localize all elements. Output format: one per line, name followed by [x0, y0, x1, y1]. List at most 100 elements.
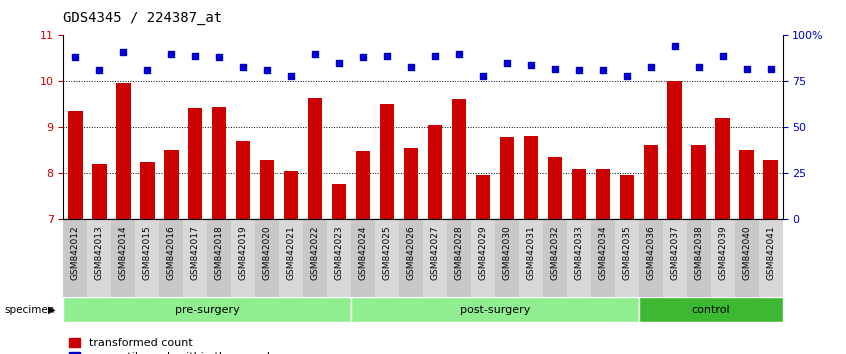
- Bar: [112, 219, 135, 297]
- Point: [212, 55, 226, 60]
- Bar: [572, 169, 586, 219]
- Text: GSM842031: GSM842031: [526, 226, 536, 280]
- Bar: [332, 184, 346, 219]
- Bar: [452, 99, 466, 219]
- Bar: [375, 219, 399, 297]
- Bar: [759, 219, 783, 297]
- Text: ▶: ▶: [47, 305, 55, 315]
- Bar: [639, 219, 662, 297]
- Point: [620, 73, 634, 79]
- Bar: [711, 219, 734, 297]
- Text: GSM842014: GSM842014: [119, 226, 128, 280]
- Point: [452, 51, 465, 57]
- Text: GSM842027: GSM842027: [431, 226, 439, 280]
- Text: post-surgery: post-surgery: [459, 305, 530, 315]
- Point: [404, 64, 418, 69]
- Text: GSM842032: GSM842032: [551, 226, 559, 280]
- Bar: [716, 118, 730, 219]
- Text: GSM842041: GSM842041: [766, 226, 775, 280]
- Point: [380, 53, 393, 58]
- Bar: [351, 219, 375, 297]
- Point: [308, 51, 321, 57]
- Text: GSM842038: GSM842038: [695, 226, 703, 280]
- Text: GSM842033: GSM842033: [574, 226, 583, 280]
- Point: [92, 68, 106, 73]
- Text: GSM842025: GSM842025: [382, 226, 392, 280]
- Point: [356, 55, 370, 60]
- Text: specimen: specimen: [4, 305, 55, 315]
- Bar: [428, 125, 442, 219]
- Bar: [63, 297, 351, 322]
- Text: GSM842029: GSM842029: [479, 226, 487, 280]
- Text: GSM842036: GSM842036: [646, 226, 655, 280]
- Bar: [567, 219, 591, 297]
- Bar: [423, 219, 447, 297]
- Point: [476, 73, 490, 79]
- Point: [667, 44, 681, 49]
- Bar: [404, 148, 418, 219]
- Text: GSM842039: GSM842039: [718, 226, 727, 280]
- Bar: [475, 175, 490, 219]
- Point: [236, 64, 250, 69]
- Bar: [447, 219, 471, 297]
- Bar: [519, 219, 543, 297]
- Bar: [687, 219, 711, 297]
- Point: [117, 49, 130, 55]
- Bar: [116, 83, 130, 219]
- Text: GSM842030: GSM842030: [503, 226, 511, 280]
- Point: [189, 53, 202, 58]
- Bar: [667, 81, 682, 219]
- Bar: [495, 219, 519, 297]
- Text: GSM842035: GSM842035: [623, 226, 631, 280]
- Bar: [87, 219, 112, 297]
- Bar: [159, 219, 184, 297]
- Point: [164, 51, 178, 57]
- Bar: [380, 103, 394, 219]
- Bar: [184, 219, 207, 297]
- Text: GDS4345 / 224387_at: GDS4345 / 224387_at: [63, 11, 222, 25]
- Bar: [260, 160, 274, 219]
- Point: [69, 55, 82, 60]
- Point: [140, 68, 154, 73]
- Bar: [399, 219, 423, 297]
- Bar: [739, 150, 754, 219]
- Point: [739, 66, 753, 72]
- Bar: [327, 219, 351, 297]
- Point: [548, 66, 562, 72]
- Bar: [734, 219, 759, 297]
- Text: GSM842034: GSM842034: [598, 226, 607, 280]
- Bar: [236, 141, 250, 219]
- Bar: [471, 219, 495, 297]
- Text: GSM842028: GSM842028: [454, 226, 464, 280]
- Point: [500, 60, 514, 66]
- Point: [284, 73, 298, 79]
- Point: [716, 53, 729, 58]
- Point: [644, 64, 657, 69]
- Point: [524, 62, 537, 68]
- Bar: [92, 164, 107, 219]
- Text: control: control: [691, 305, 730, 315]
- Bar: [615, 219, 639, 297]
- Point: [596, 68, 609, 73]
- Point: [261, 68, 274, 73]
- Point: [428, 53, 442, 58]
- Bar: [763, 160, 777, 219]
- Bar: [303, 219, 327, 297]
- Point: [572, 68, 585, 73]
- Text: pre-surgery: pre-surgery: [175, 305, 239, 315]
- Point: [764, 66, 777, 72]
- Text: GSM842040: GSM842040: [742, 226, 751, 280]
- Bar: [63, 219, 87, 297]
- Bar: [255, 219, 279, 297]
- Bar: [500, 137, 514, 219]
- Bar: [140, 162, 155, 219]
- Legend: transformed count, percentile rank within the sample: transformed count, percentile rank withi…: [69, 338, 277, 354]
- Text: GSM842023: GSM842023: [335, 226, 343, 280]
- Bar: [691, 145, 706, 219]
- Text: GSM842018: GSM842018: [215, 226, 223, 280]
- Bar: [639, 297, 783, 322]
- Bar: [662, 219, 687, 297]
- Text: GSM842017: GSM842017: [191, 226, 200, 280]
- Text: GSM842037: GSM842037: [670, 226, 679, 280]
- Bar: [69, 111, 83, 219]
